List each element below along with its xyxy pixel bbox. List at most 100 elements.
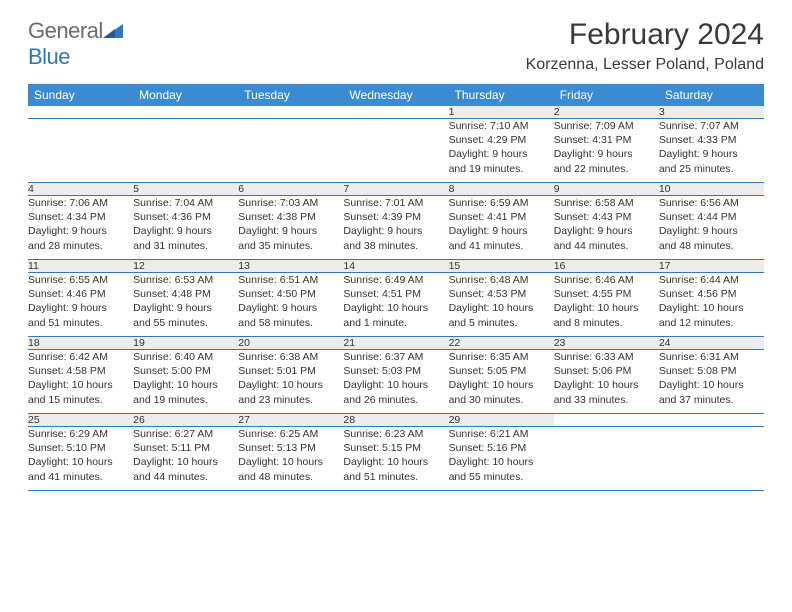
- sunset-text: Sunset: 4:38 PM: [238, 210, 343, 224]
- daylight-text-1: Daylight: 9 hours: [554, 147, 659, 161]
- daylight-text-2: and 30 minutes.: [449, 393, 554, 407]
- day-detail-cell: Sunrise: 6:42 AMSunset: 4:58 PMDaylight:…: [28, 350, 133, 414]
- calendar-table: SundayMondayTuesdayWednesdayThursdayFrid…: [28, 84, 764, 491]
- day-detail-cell: Sunrise: 7:07 AMSunset: 4:33 PMDaylight:…: [659, 119, 764, 183]
- weekday-header: Sunday: [28, 84, 133, 106]
- day-number-cell: 22: [449, 337, 554, 350]
- daylight-text-1: Daylight: 9 hours: [238, 224, 343, 238]
- day-detail-cell: [133, 119, 238, 183]
- sunset-text: Sunset: 5:15 PM: [343, 441, 448, 455]
- logo-part1: General: [28, 18, 103, 43]
- sunset-text: Sunset: 4:55 PM: [554, 287, 659, 301]
- day-number-cell: [28, 106, 133, 119]
- daylight-text-1: Daylight: 10 hours: [449, 455, 554, 469]
- daylight-text-2: and 41 minutes.: [28, 470, 133, 484]
- sunset-text: Sunset: 5:05 PM: [449, 364, 554, 378]
- sunrise-text: Sunrise: 6:40 AM: [133, 350, 238, 364]
- daylight-text-1: Daylight: 10 hours: [449, 301, 554, 315]
- day-number-cell: 3: [659, 106, 764, 119]
- day-detail-cell: [554, 427, 659, 491]
- day-number-row: 18192021222324: [28, 337, 764, 350]
- day-number-cell: 11: [28, 260, 133, 273]
- day-detail-cell: Sunrise: 7:09 AMSunset: 4:31 PMDaylight:…: [554, 119, 659, 183]
- day-detail-cell: Sunrise: 6:33 AMSunset: 5:06 PMDaylight:…: [554, 350, 659, 414]
- day-detail-cell: Sunrise: 6:29 AMSunset: 5:10 PMDaylight:…: [28, 427, 133, 491]
- daylight-text-2: and 44 minutes.: [554, 239, 659, 253]
- daylight-text-1: Daylight: 9 hours: [659, 147, 764, 161]
- daylight-text-2: and 19 minutes.: [133, 393, 238, 407]
- day-number-cell: 14: [343, 260, 448, 273]
- daylight-text-1: Daylight: 10 hours: [238, 378, 343, 392]
- daylight-text-2: and 35 minutes.: [238, 239, 343, 253]
- sunset-text: Sunset: 4:39 PM: [343, 210, 448, 224]
- day-detail-cell: [28, 119, 133, 183]
- daylight-text-2: and 38 minutes.: [343, 239, 448, 253]
- weekday-header: Friday: [554, 84, 659, 106]
- daylight-text-2: and 8 minutes.: [554, 316, 659, 330]
- sunrise-text: Sunrise: 7:09 AM: [554, 119, 659, 133]
- sunrise-text: Sunrise: 6:21 AM: [449, 427, 554, 441]
- sunset-text: Sunset: 5:11 PM: [133, 441, 238, 455]
- daylight-text-1: Daylight: 10 hours: [659, 378, 764, 392]
- daylight-text-1: Daylight: 9 hours: [449, 147, 554, 161]
- sunrise-text: Sunrise: 7:06 AM: [28, 196, 133, 210]
- daylight-text-2: and 28 minutes.: [28, 239, 133, 253]
- sunrise-text: Sunrise: 6:27 AM: [133, 427, 238, 441]
- sunset-text: Sunset: 5:13 PM: [238, 441, 343, 455]
- sunset-text: Sunset: 5:06 PM: [554, 364, 659, 378]
- sunrise-text: Sunrise: 6:25 AM: [238, 427, 343, 441]
- day-detail-cell: Sunrise: 7:04 AMSunset: 4:36 PMDaylight:…: [133, 196, 238, 260]
- day-number-cell: [133, 106, 238, 119]
- weekday-header: Tuesday: [238, 84, 343, 106]
- daylight-text-2: and 12 minutes.: [659, 316, 764, 330]
- daylight-text-1: Daylight: 9 hours: [659, 224, 764, 238]
- day-detail-cell: Sunrise: 7:06 AMSunset: 4:34 PMDaylight:…: [28, 196, 133, 260]
- sunrise-text: Sunrise: 6:31 AM: [659, 350, 764, 364]
- daylight-text-1: Daylight: 10 hours: [343, 301, 448, 315]
- day-number-row: 11121314151617: [28, 260, 764, 273]
- sunset-text: Sunset: 4:46 PM: [28, 287, 133, 301]
- day-number-row: 123: [28, 106, 764, 119]
- logo-triangle-icon: [103, 18, 123, 44]
- header: GeneralBlue February 2024 Korzenna, Less…: [28, 18, 764, 74]
- daylight-text-2: and 25 minutes.: [659, 162, 764, 176]
- day-number-cell: 26: [133, 414, 238, 427]
- day-number-cell: 20: [238, 337, 343, 350]
- day-detail-cell: Sunrise: 6:56 AMSunset: 4:44 PMDaylight:…: [659, 196, 764, 260]
- day-detail-cell: Sunrise: 6:46 AMSunset: 4:55 PMDaylight:…: [554, 273, 659, 337]
- daylight-text-2: and 15 minutes.: [28, 393, 133, 407]
- page-title: February 2024: [526, 18, 764, 52]
- day-detail-cell: Sunrise: 6:31 AMSunset: 5:08 PMDaylight:…: [659, 350, 764, 414]
- sunrise-text: Sunrise: 6:56 AM: [659, 196, 764, 210]
- day-number-cell: 29: [449, 414, 554, 427]
- day-number-cell: 27: [238, 414, 343, 427]
- day-number-cell: 1: [449, 106, 554, 119]
- day-number-cell: 24: [659, 337, 764, 350]
- sunset-text: Sunset: 4:41 PM: [449, 210, 554, 224]
- weekday-header: Monday: [133, 84, 238, 106]
- daylight-text-1: Daylight: 9 hours: [238, 301, 343, 315]
- sunrise-text: Sunrise: 6:42 AM: [28, 350, 133, 364]
- logo-part2: Blue: [28, 44, 70, 69]
- day-detail-cell: Sunrise: 6:49 AMSunset: 4:51 PMDaylight:…: [343, 273, 448, 337]
- day-number-cell: 13: [238, 260, 343, 273]
- daylight-text-1: Daylight: 9 hours: [343, 224, 448, 238]
- daylight-text-1: Daylight: 10 hours: [28, 455, 133, 469]
- day-number-row: 2526272829: [28, 414, 764, 427]
- location-text: Korzenna, Lesser Poland, Poland: [526, 56, 764, 74]
- day-number-cell: 8: [449, 183, 554, 196]
- daylight-text-1: Daylight: 9 hours: [28, 301, 133, 315]
- day-number-cell: 19: [133, 337, 238, 350]
- sunrise-text: Sunrise: 6:48 AM: [449, 273, 554, 287]
- day-number-cell: [238, 106, 343, 119]
- daylight-text-2: and 26 minutes.: [343, 393, 448, 407]
- daylight-text-1: Daylight: 10 hours: [554, 378, 659, 392]
- sunset-text: Sunset: 4:29 PM: [449, 133, 554, 147]
- sunset-text: Sunset: 4:31 PM: [554, 133, 659, 147]
- day-detail-cell: Sunrise: 7:01 AMSunset: 4:39 PMDaylight:…: [343, 196, 448, 260]
- day-detail-cell: Sunrise: 6:35 AMSunset: 5:05 PMDaylight:…: [449, 350, 554, 414]
- sunrise-text: Sunrise: 6:46 AM: [554, 273, 659, 287]
- day-detail-row: Sunrise: 6:29 AMSunset: 5:10 PMDaylight:…: [28, 427, 764, 491]
- day-detail-cell: [238, 119, 343, 183]
- sunset-text: Sunset: 4:51 PM: [343, 287, 448, 301]
